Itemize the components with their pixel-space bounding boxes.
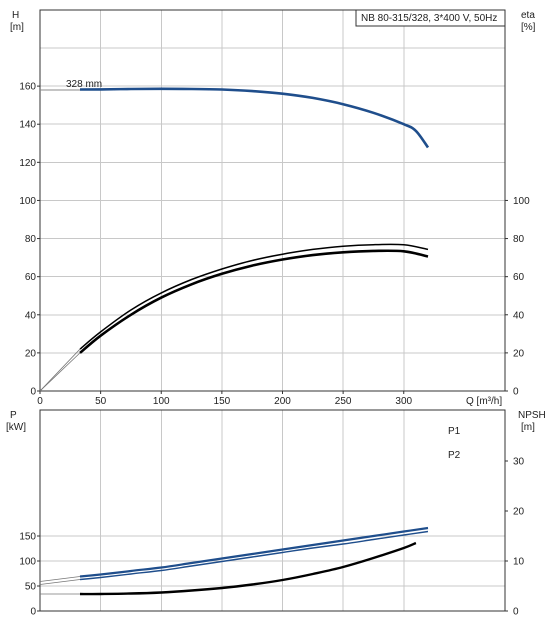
series-line-p1 [79, 526, 429, 578]
series-label-p2: P2 [448, 450, 461, 461]
series-extension-power [39, 579, 81, 585]
x-tick-label: 150 [214, 396, 231, 407]
y-tick-label-right: 60 [513, 272, 525, 283]
y-tick-label-right: 30 [513, 457, 525, 468]
series-layer [39, 87, 430, 596]
y-tick-label-left: 40 [25, 310, 37, 321]
x-axis-label: Q [m³/h] [466, 396, 502, 407]
series-extension-power [39, 576, 81, 582]
x-tick-label: 250 [335, 396, 352, 407]
series-line-p2 [79, 530, 429, 581]
y-tick-label-left: 20 [25, 348, 37, 359]
y-tick-label-left: 150 [19, 532, 36, 543]
x-tick-label: 100 [153, 396, 170, 407]
x-tick-label: 200 [274, 396, 291, 407]
x-tick-label: 50 [95, 396, 107, 407]
series-label-p1: P1 [448, 426, 461, 437]
y-tick-label-left: 0 [30, 607, 36, 618]
grid-layer [40, 10, 505, 611]
y-axis-label-right: eta [521, 10, 535, 21]
y-tick-label-left: 100 [19, 557, 36, 568]
y-axis-label-left: P [10, 410, 17, 421]
y-tick-label-left: 140 [19, 120, 36, 131]
y-axis-label-left: H [12, 10, 19, 21]
y-tick-label-right: 100 [513, 196, 530, 207]
x-tick-label: 300 [395, 396, 412, 407]
y-tick-label-right: 80 [513, 234, 525, 245]
y-tick-label-left: 160 [19, 82, 36, 93]
y-axis-label-right-unit: [m] [521, 422, 535, 433]
y-axis-label-right-unit: [%] [521, 22, 536, 33]
series-line-npsh [79, 541, 417, 596]
series-extension-eta [39, 352, 81, 392]
y-tick-label-left: 100 [19, 196, 36, 207]
y-tick-label-left: 50 [25, 582, 37, 593]
y-tick-label-right: 20 [513, 348, 525, 359]
y-tick-label-right: 0 [513, 607, 519, 618]
y-axis-label-right: NPSH [518, 410, 546, 421]
y-axis-label-left-unit: [m] [10, 22, 24, 33]
curve-annotation: 328 mm [66, 79, 102, 90]
y-tick-label-right: 10 [513, 557, 525, 568]
y-tick-label-left: 0 [30, 387, 36, 398]
y-tick-label-left: 80 [25, 234, 37, 245]
y-tick-label-right: 20 [513, 507, 525, 518]
y-tick-label-right: 40 [513, 310, 525, 321]
series-line-eta-1 [79, 243, 429, 350]
series-extension-eta [39, 348, 81, 392]
chart-title: NB 80-315/328, 3*400 V, 50Hz [361, 13, 497, 24]
y-axis-label-left-unit: [kW] [6, 422, 26, 433]
y-tick-label-left: 120 [19, 158, 36, 169]
y-tick-label-right: 0 [513, 387, 519, 398]
frame-layer [37, 9, 508, 612]
series-line-head [79, 87, 430, 149]
series-line-eta-2 [79, 249, 429, 354]
x-tick-label: 0 [37, 396, 43, 407]
chart-title-box [355, 9, 506, 27]
y-tick-label-left: 60 [25, 272, 37, 283]
